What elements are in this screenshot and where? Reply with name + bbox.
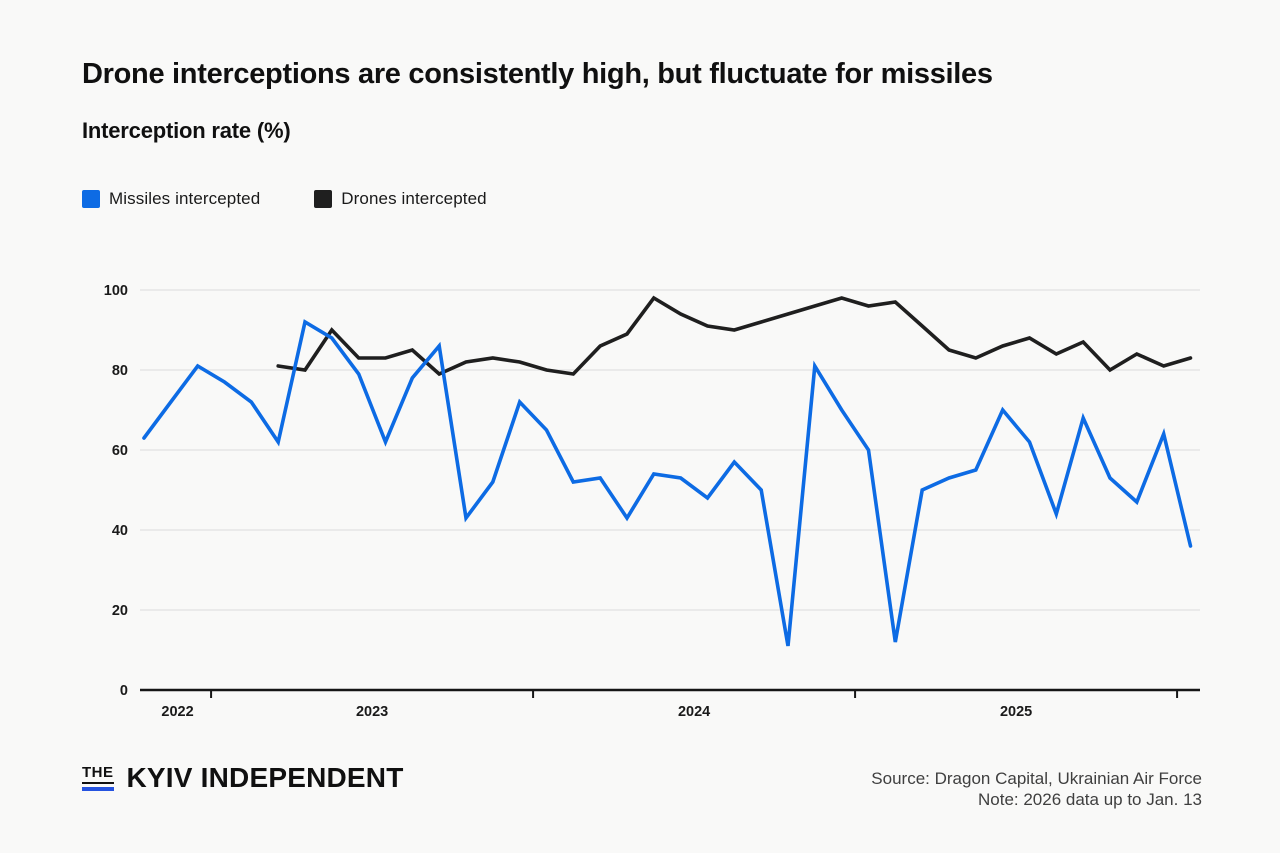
y-axis-tick-label: 60 bbox=[112, 443, 128, 459]
x-axis-year-label: 2022 bbox=[161, 704, 193, 720]
y-axis-tick-label: 20 bbox=[112, 603, 128, 619]
drones-line bbox=[276, 295, 1193, 377]
kyiv-independent-logo: THE KYIV INDEPENDENT bbox=[82, 762, 404, 794]
missiles-swatch-icon bbox=[82, 190, 100, 208]
legend-label-missiles: Missiles intercepted bbox=[109, 189, 261, 208]
x-axis-year-label: 2023 bbox=[356, 704, 388, 720]
x-axis-year-label: 2025 bbox=[1000, 704, 1032, 720]
chart-subtitle: Interception rate (%) bbox=[82, 118, 291, 143]
logo-blue-bar bbox=[82, 787, 114, 791]
missiles-line bbox=[142, 319, 1193, 647]
source-line: Source: Dragon Capital, Ukrainian Air Fo… bbox=[871, 769, 1202, 788]
x-axis-year-label: 2024 bbox=[678, 704, 710, 720]
legend-item-missiles: Missiles intercepted bbox=[82, 189, 260, 209]
logo-main-text: KYIV INDEPENDENT bbox=[126, 762, 404, 793]
logo-the-block: THE bbox=[82, 764, 114, 794]
note-line: Note: 2026 data up to Jan. 13 bbox=[977, 790, 1202, 809]
logo-the-text: THE bbox=[82, 764, 114, 784]
y-axis-tick-label: 80 bbox=[112, 363, 128, 379]
y-axis-tick-label: 40 bbox=[112, 523, 128, 539]
chart-title: Drone interceptions are consistently hig… bbox=[82, 58, 993, 90]
drones-swatch-icon bbox=[314, 190, 333, 208]
source-note: Source: Dragon Capital, Ukrainian Air Fo… bbox=[871, 768, 1202, 810]
legend-label-drones: Drones intercepted bbox=[341, 189, 487, 208]
y-axis-tick-label: 0 bbox=[120, 683, 128, 699]
legend-item-drones: Drones intercepted bbox=[314, 189, 487, 209]
y-axis-tick-label: 100 bbox=[104, 283, 128, 299]
legend: Missiles intercepted Drones intercepted bbox=[82, 189, 531, 209]
